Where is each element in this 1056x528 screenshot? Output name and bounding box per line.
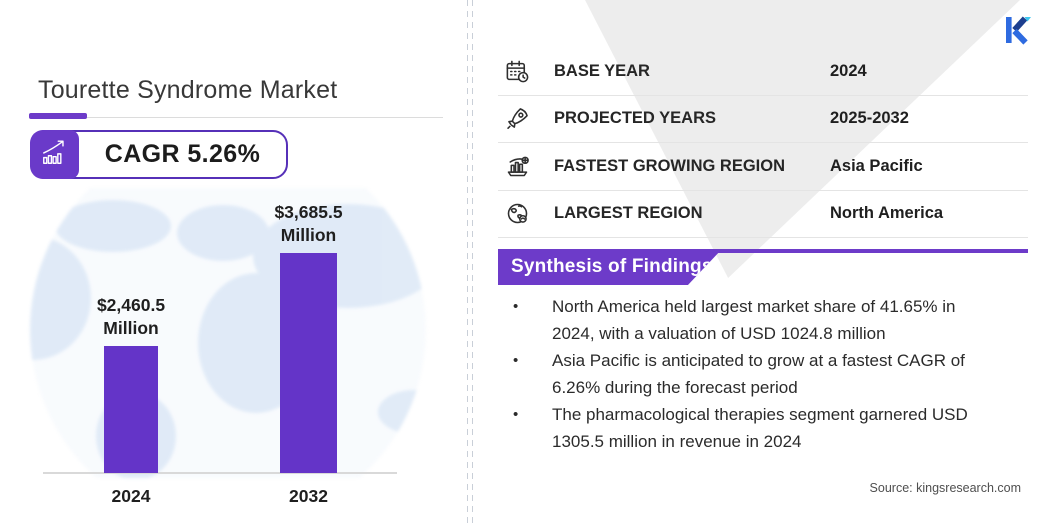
x-tick-label: 2032 — [289, 486, 328, 506]
rocket-icon — [504, 105, 531, 132]
source-attribution: Source: kingsresearch.com — [869, 481, 1021, 495]
fact-label: LARGEST REGION — [554, 204, 703, 223]
bullet-marker: • — [513, 298, 519, 315]
title-underline — [38, 117, 443, 118]
synthesis-top-rule — [498, 249, 1028, 253]
bar-2032: $3,685.5 Million — [274, 202, 343, 473]
synthesis-heading: Synthesis of Findings — [511, 256, 713, 277]
fact-value: 2025-2032 — [830, 109, 909, 128]
bar-2024: $2,460.5 Million — [97, 295, 165, 473]
x-axis-baseline — [43, 472, 397, 474]
bar-chart-growth-icon — [40, 137, 70, 172]
panel-divider-dashed-line — [472, 0, 473, 528]
panel-divider-dashed-line — [467, 0, 468, 528]
synthesis-banner: Synthesis of Findings — [498, 249, 722, 285]
title-underline-accent — [29, 113, 87, 119]
findings-list: • North America held largest market shar… — [505, 293, 1005, 455]
kings-research-logo — [1004, 15, 1032, 45]
fact-row-projected-years: PROJECTED YEARS 2025-2032 — [498, 96, 1028, 143]
fact-value: 2024 — [830, 61, 867, 80]
fact-label: BASE YEAR — [554, 61, 650, 80]
fact-value: North America — [830, 204, 944, 223]
finding-item: • Asia Pacific is anticipated to grow at… — [505, 347, 1005, 401]
fact-row-fastest-growing-region: FASTEST GROWING REGION Asia Pacific — [498, 143, 1028, 191]
finding-item: • The pharmacological therapies segment … — [505, 401, 1005, 455]
fact-row-largest-region: LARGEST REGION North America — [498, 191, 1028, 238]
bar-value-label: $3,685.5 Million — [274, 202, 343, 245]
x-tick-label: 2024 — [111, 486, 151, 506]
fact-row-base-year: BASE YEAR 2024 — [498, 48, 1028, 96]
bullet-marker: • — [513, 352, 519, 369]
bar-value-label: $2,460.5 Million — [96, 295, 166, 338]
fact-label: FASTEST GROWING REGION — [554, 156, 786, 175]
page-title: Tourette Syndrome Market — [38, 76, 338, 104]
cagr-badge-icon-box — [30, 130, 79, 179]
calendar-clock-icon — [504, 58, 531, 85]
cagr-value: CAGR 5.26% — [104, 140, 261, 168]
fact-value: Asia Pacific — [830, 156, 923, 175]
globe-icon — [504, 200, 531, 227]
cagr-badge: CAGR 5.26% — [30, 130, 288, 179]
key-facts-table: BASE YEAR 2024 PROJECTED YEARS 2025-2032 — [498, 48, 1028, 238]
fact-label: PROJECTED YEARS — [554, 109, 716, 128]
finding-item: • North America held largest market shar… — [505, 293, 1005, 347]
growth-region-icon — [504, 153, 531, 180]
bullet-marker: • — [513, 406, 519, 423]
